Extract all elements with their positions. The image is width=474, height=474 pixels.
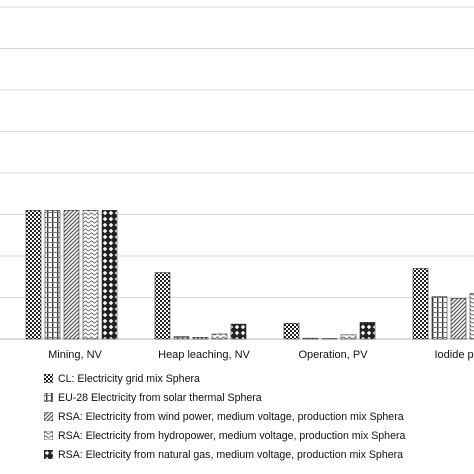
legend-swatch xyxy=(44,450,53,459)
bar xyxy=(431,296,448,340)
bar xyxy=(101,210,118,340)
legend-label: EU-28 Electricity from solar thermal Sph… xyxy=(58,391,262,404)
bar xyxy=(302,337,319,340)
legend-label: RSA: Electricity from wind power, medium… xyxy=(58,410,404,423)
bar xyxy=(340,334,357,340)
category-label: Operation, PV xyxy=(298,349,368,361)
legend-swatch xyxy=(44,431,53,440)
legend-swatch xyxy=(44,412,53,421)
bar xyxy=(173,336,190,340)
category-label: Mining, NV xyxy=(48,349,102,361)
bar xyxy=(25,210,42,340)
bar xyxy=(82,210,99,340)
legend-swatch xyxy=(44,374,53,383)
legend-item: RSA: Electricity from wind power, medium… xyxy=(44,407,405,426)
bar xyxy=(469,293,474,340)
legend-item: EU-28 Electricity from solar thermal Sph… xyxy=(44,388,405,407)
bar xyxy=(450,298,467,340)
legend-item: CL: Electricity grid mix Sphera xyxy=(44,369,405,388)
legend-label: CL: Electricity grid mix Sphera xyxy=(58,372,200,385)
bar xyxy=(359,322,376,340)
category-label: Heap leaching, NV xyxy=(158,349,250,361)
legend-item: RSA: Electricity from hydropower, medium… xyxy=(44,426,405,445)
category-label: Iodide prod xyxy=(434,349,474,361)
bar xyxy=(63,210,80,340)
bar xyxy=(192,337,209,340)
bar xyxy=(44,210,61,340)
legend-item: RSA: Electricity from natural gas, mediu… xyxy=(44,445,405,464)
bar xyxy=(283,322,300,340)
bar xyxy=(154,272,171,340)
bar xyxy=(230,323,247,340)
legend-label: RSA: Electricity from natural gas, mediu… xyxy=(58,448,404,461)
legend-label: RSA: Electricity from hydropower, medium… xyxy=(58,429,406,442)
legend: CL: Electricity grid mix Sphera EU-28 Ele… xyxy=(44,369,405,464)
legend-swatch xyxy=(44,393,53,402)
bar xyxy=(211,333,228,340)
bar xyxy=(412,268,429,340)
